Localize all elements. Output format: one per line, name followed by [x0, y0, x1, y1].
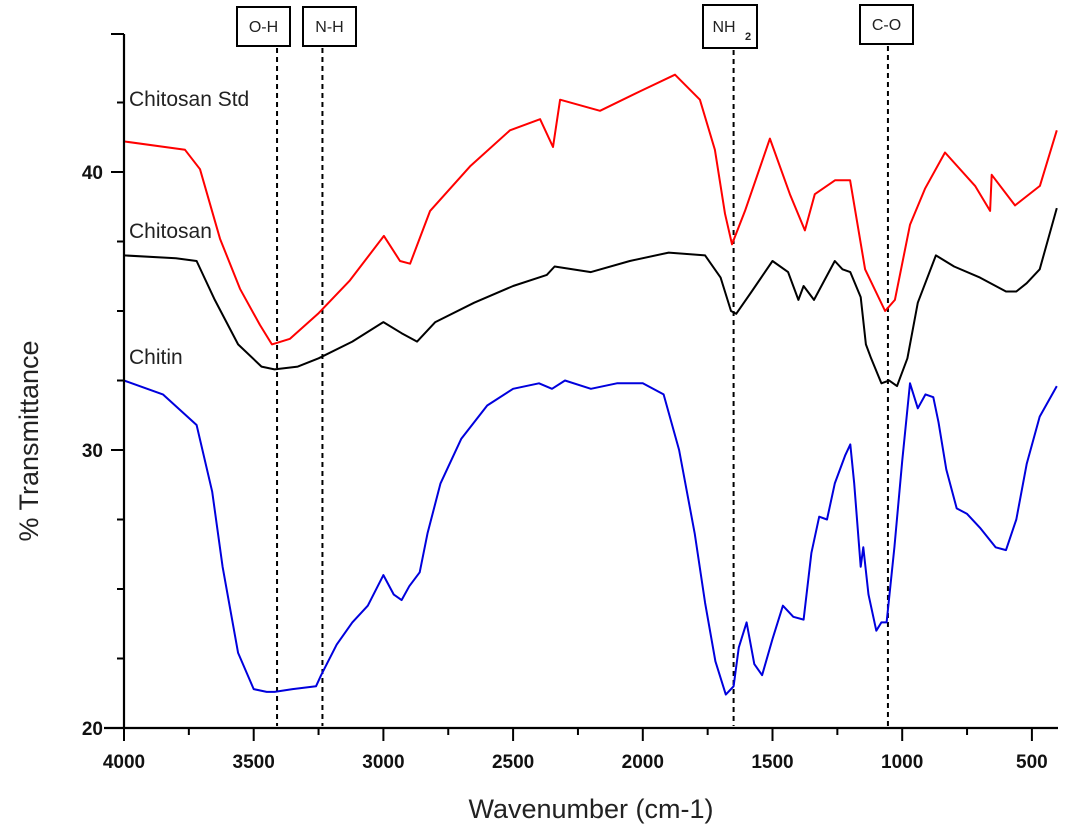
x-tick-label: 2500: [492, 752, 534, 773]
series-line-chitosan-std: [123, 73, 1058, 346]
x-tick-label: 500: [1016, 752, 1048, 773]
band-label-nh2-main: NH: [712, 19, 735, 36]
axes: [104, 33, 1058, 730]
x-tick-label: 2000: [622, 752, 664, 773]
band-label-nh2-subscript: 2: [745, 31, 751, 43]
y-axis-ticks: 20 30 40: [82, 101, 124, 740]
band-marker-lines: [276, 46, 889, 726]
y-axis-title: % Transmittance: [14, 340, 44, 541]
series-group: [123, 73, 1058, 696]
y-tick-label: 20: [82, 719, 103, 740]
band-label-nh2-text: NH: [712, 19, 735, 36]
band-label-oh-text: O-H: [249, 19, 278, 36]
series-line-chitosan: [123, 207, 1058, 388]
series-label-chitosan: Chitosan: [129, 220, 212, 243]
x-tick-label: 1500: [751, 752, 793, 773]
series-line-chitin: [123, 379, 1058, 696]
band-label-oh: O-H: [236, 6, 291, 47]
band-label-nh-text: N-H: [315, 19, 343, 36]
x-tick-label: 1000: [881, 752, 923, 773]
x-axis-title: Wavenumber (cm-1): [468, 794, 713, 824]
band-label-nh: N-H: [302, 6, 357, 47]
y-tick-label: 30: [82, 441, 103, 462]
x-tick-label: 3500: [233, 752, 275, 773]
series-label-chitosan-std: Chitosan Std: [129, 88, 249, 111]
series-label-chitin: Chitin: [129, 346, 183, 369]
x-tick-label: 3000: [362, 752, 404, 773]
band-label-co-text: C-O: [872, 17, 901, 34]
x-axis-ticks: 4000 3500 3000 2500 2000 1500 1000 500: [103, 728, 1048, 773]
x-tick-label: 4000: [103, 752, 145, 773]
band-label-nh2: NH 2: [702, 4, 758, 49]
y-tick-label: 40: [82, 163, 103, 184]
band-label-co: C-O: [859, 4, 914, 45]
